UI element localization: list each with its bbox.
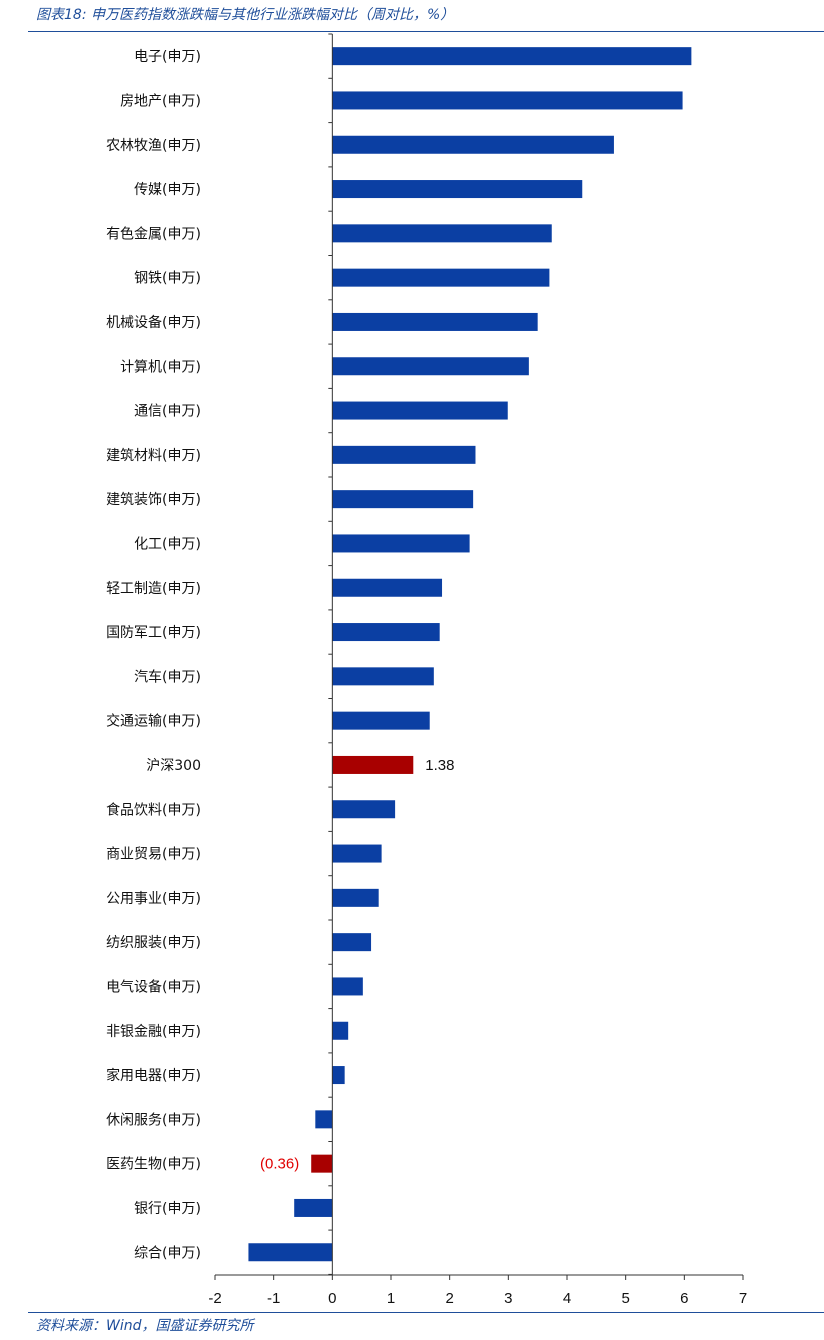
bar xyxy=(332,357,529,376)
category-label: 电气设备(申万) xyxy=(106,978,201,995)
bar xyxy=(332,578,443,597)
bar xyxy=(248,1243,333,1262)
category-label: 公用事业(申万) xyxy=(106,891,201,907)
bar xyxy=(311,1154,333,1173)
category-label: 房地产(申万) xyxy=(120,93,201,109)
x-tick-label: 7 xyxy=(739,1290,747,1307)
bar xyxy=(332,401,508,420)
category-label: 建筑装饰(申万) xyxy=(106,492,201,508)
bar xyxy=(332,933,372,952)
x-tick-label: 5 xyxy=(621,1290,629,1307)
x-tick-label: -2 xyxy=(208,1290,221,1307)
bar xyxy=(294,1198,333,1217)
x-tick-label: 6 xyxy=(680,1290,688,1307)
bar xyxy=(332,180,583,199)
data-label: 1.38 xyxy=(425,757,454,774)
bar xyxy=(332,1021,349,1040)
bar xyxy=(332,844,382,863)
x-tick-label: 4 xyxy=(563,1290,571,1307)
bar xyxy=(332,534,470,553)
bar xyxy=(332,445,476,464)
bar xyxy=(332,135,614,154)
source-note: 资料来源：Wind，国盛证券研究所 xyxy=(36,1318,254,1334)
bar xyxy=(332,490,474,509)
bar xyxy=(332,667,434,686)
bar xyxy=(332,623,440,642)
x-tick-label: 2 xyxy=(445,1290,453,1307)
bar-chart: 电子(申万) 房地产(申万) 农林牧渔(申万) 传媒(申万) 有色金属(申万) 钢铁(申万… xyxy=(106,33,747,1307)
x-tick-label: 0 xyxy=(328,1290,336,1307)
bar xyxy=(332,224,552,243)
category-label: 食品饮料(申万) xyxy=(106,801,201,818)
category-label: 交通运输(申万) xyxy=(106,713,201,730)
bar xyxy=(332,312,538,331)
bar xyxy=(332,800,396,819)
bar xyxy=(315,1110,333,1129)
header-rule xyxy=(28,31,824,32)
category-label: 电子(申万) xyxy=(134,49,201,65)
category-label: 沪深300 xyxy=(146,758,201,774)
category-label: 非银金融(申万) xyxy=(106,1024,201,1040)
category-label: 纺织服装(申万) xyxy=(106,935,201,951)
category-label: 汽车(申万) xyxy=(134,668,201,685)
category-label: 通信(申万) xyxy=(134,404,201,420)
category-label: 化工(申万) xyxy=(134,536,201,552)
bar xyxy=(332,977,363,996)
category-label: 轻工制造(申万) xyxy=(106,581,201,597)
category-label: 家用电器(申万) xyxy=(106,1067,201,1084)
category-label: 传媒(申万) xyxy=(134,182,201,198)
x-tick-label: 3 xyxy=(504,1290,512,1307)
x-tick-label: 1 xyxy=(387,1290,395,1307)
category-label: 钢铁(申万) xyxy=(134,271,201,287)
category-label: 建筑材料(申万) xyxy=(106,448,201,464)
bar xyxy=(332,888,379,907)
category-label: 医药生物(申万) xyxy=(106,1157,201,1173)
category-label: 计算机(申万) xyxy=(120,359,201,375)
x-tick-label: -1 xyxy=(267,1290,280,1307)
figure-title: 图表18: 申万医药指数涨跌幅与其他行业涨跌幅对比（周对比，%） xyxy=(36,7,455,23)
bar xyxy=(332,47,692,66)
category-label: 国防军工(申万) xyxy=(106,625,201,641)
bar xyxy=(332,1066,345,1085)
bar xyxy=(332,711,430,730)
category-label: 银行(申万) xyxy=(134,1201,201,1217)
category-label: 农林牧渔(申万) xyxy=(106,138,201,154)
bar xyxy=(332,268,550,287)
category-label: 有色金属(申万) xyxy=(106,225,201,242)
data-label: (0.36) xyxy=(260,1156,299,1173)
category-label: 商业贸易(申万) xyxy=(106,847,201,863)
footer-rule xyxy=(28,1312,824,1313)
bar xyxy=(332,91,683,110)
category-label: 综合(申万) xyxy=(134,1245,201,1261)
category-label: 机械设备(申万) xyxy=(106,314,201,331)
category-label: 休闲服务(申万) xyxy=(106,1112,201,1128)
bar xyxy=(332,755,414,774)
